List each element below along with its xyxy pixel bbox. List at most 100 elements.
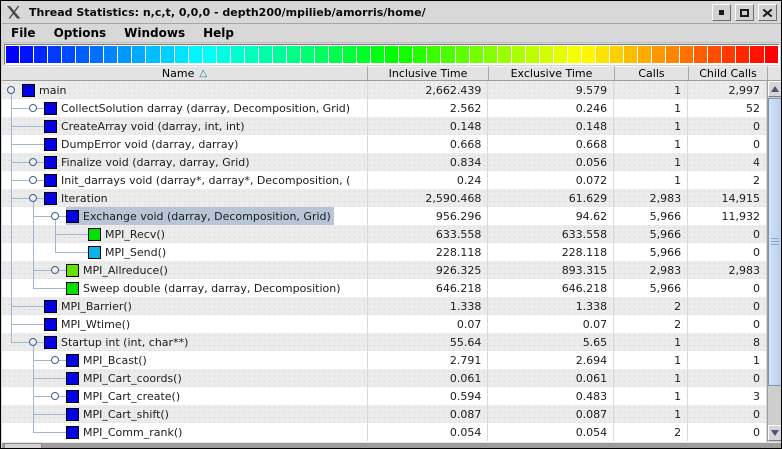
- tree-node[interactable]: main: [22, 81, 69, 99]
- table-row[interactable]: MPI_Recv() 633.558 633.558 5,966 0: [2, 225, 767, 243]
- child-calls-cell: 4: [688, 153, 767, 171]
- scroll-up-button[interactable]: [768, 81, 781, 97]
- tree-expand-handle-icon[interactable]: [51, 392, 59, 400]
- tree-node[interactable]: DumpError void (darray, darray): [44, 135, 241, 153]
- tree-guide-line: [33, 378, 66, 379]
- tree-guide-line: [33, 414, 66, 415]
- gradient-segment: [132, 46, 146, 63]
- table-row[interactable]: CollectSolution darray (darray, Decompos…: [2, 99, 767, 117]
- table-row[interactable]: DumpError void (darray, darray) 0.668 0.66…: [2, 135, 767, 153]
- child-calls-cell: 0: [688, 135, 767, 153]
- tree-expand-handle-icon[interactable]: [29, 104, 37, 112]
- column-header-child-calls[interactable]: Child Calls: [689, 66, 768, 80]
- tree-node[interactable]: Exchange void (darray, Decomposition, Gr…: [66, 207, 334, 225]
- tree-node[interactable]: Init_darrays void (darray*, darray*, Dec…: [44, 171, 353, 189]
- name-cell: Finalize void (darray, darray, Grid): [2, 153, 368, 171]
- tree-node[interactable]: MPI_Cart_shift(): [66, 405, 172, 423]
- horizontal-scrollbar-thumb[interactable]: [4, 443, 42, 448]
- exclusive-time-cell: 633.558: [488, 225, 615, 243]
- horizontal-scrollbar[interactable]: [2, 442, 781, 448]
- gradient-segment: [48, 46, 62, 63]
- calls-cell: 1: [614, 369, 689, 387]
- tree-collapse-handle-icon[interactable]: [51, 212, 59, 220]
- tree-guide-line: [33, 279, 34, 288]
- gradient-segment: [160, 46, 174, 63]
- vertical-scrollbar-thumb[interactable]: [768, 98, 781, 386]
- tree-expand-handle-icon[interactable]: [51, 356, 59, 364]
- function-color-icon: [44, 137, 57, 151]
- table-row[interactable]: MPI_Comm_rank() 0.054 0.054 2 0: [2, 423, 767, 441]
- table-row[interactable]: MPI_Barrier() 1.338 1.338 2 0: [2, 297, 767, 315]
- scroll-down-button[interactable]: [768, 425, 781, 441]
- menu-file[interactable]: File: [11, 26, 36, 40]
- exclusive-time-cell: 0.246: [488, 99, 615, 117]
- column-header-inclusive-time[interactable]: Inclusive Time: [368, 66, 489, 80]
- tree-node[interactable]: MPI_Cart_create(): [66, 387, 183, 405]
- tree-collapse-handle-icon[interactable]: [29, 338, 37, 346]
- table-row[interactable]: Sweep double (darray, darray, Decomposit…: [2, 279, 767, 297]
- sort-ascending-icon: △: [199, 68, 208, 79]
- table-row[interactable]: MPI_Cart_shift() 0.087 0.087 1 0: [2, 405, 767, 423]
- inclusive-time-cell: 0.834: [368, 153, 489, 171]
- table-row[interactable]: main 2,662.439 9.579 1 2,997: [2, 81, 767, 99]
- table-row[interactable]: MPI_Cart_create() 0.594 0.483 1 3: [2, 387, 767, 405]
- menu-windows[interactable]: Windows: [124, 26, 186, 40]
- minimize-button[interactable]: [712, 4, 731, 21]
- column-header-name[interactable]: Name △: [2, 66, 368, 80]
- tree-guide-line: [11, 225, 12, 243]
- tree-node[interactable]: Iteration: [44, 189, 111, 207]
- tree-guide-line: [33, 432, 66, 433]
- window-title: Thread Statistics: n,c,t, 0,0,0 - depth2…: [29, 6, 426, 19]
- name-cell: MPI_Comm_rank(): [2, 423, 368, 441]
- table-row[interactable]: Init_darrays void (darray*, darray*, Dec…: [2, 171, 767, 189]
- table-row[interactable]: MPI_Cart_coords() 0.061 0.061 1 0: [2, 369, 767, 387]
- function-color-icon: [66, 281, 79, 295]
- table-row[interactable]: Finalize void (darray, darray, Grid) 0.83…: [2, 153, 767, 171]
- tree-node[interactable]: MPI_Bcast(): [66, 351, 150, 369]
- tree-node[interactable]: MPI_Comm_rank(): [66, 423, 185, 441]
- table-row[interactable]: MPI_Send() 228.118 228.118 5,966 0: [2, 243, 767, 261]
- tree-node[interactable]: MPI_Allreduce(): [66, 261, 171, 279]
- column-header-calls[interactable]: Calls: [615, 66, 689, 80]
- calls-cell: 1: [614, 171, 689, 189]
- title-bar[interactable]: Thread Statistics: n,c,t, 0,0,0 - depth2…: [2, 2, 781, 24]
- exclusive-time-cell: 0.668: [488, 135, 615, 153]
- tree-collapse-handle-icon[interactable]: [29, 194, 37, 202]
- table-row[interactable]: CreateArray void (darray, int, int) 0.148…: [2, 117, 767, 135]
- tree-guide-line: [55, 219, 56, 225]
- tree-node[interactable]: MPI_Barrier(): [44, 297, 135, 315]
- tree-node[interactable]: Startup int (int, char**): [44, 333, 191, 351]
- tree-guide-line: [33, 423, 34, 432]
- vertical-scrollbar[interactable]: [767, 81, 781, 442]
- tree-node[interactable]: Sweep double (darray, darray, Decomposit…: [66, 279, 344, 297]
- tree-expand-handle-icon[interactable]: [51, 266, 59, 274]
- tree-node[interactable]: MPI_Send(): [88, 243, 169, 261]
- tree-node[interactable]: CreateArray void (darray, int, int): [44, 117, 248, 135]
- maximize-button[interactable]: [735, 4, 754, 21]
- exclusive-time-cell: 0.061: [488, 369, 615, 387]
- table-row[interactable]: MPI_Allreduce() 926.325 893.315 2,983 2,983: [2, 261, 767, 279]
- tree-node[interactable]: MPI_Wtime(): [44, 315, 133, 333]
- table-row[interactable]: MPI_Bcast() 2.791 2.694 1 1: [2, 351, 767, 369]
- tree-node[interactable]: MPI_Cart_coords(): [66, 369, 185, 387]
- gradient-segment: [666, 46, 680, 63]
- close-button[interactable]: [758, 4, 777, 21]
- menu-help[interactable]: Help: [203, 26, 234, 40]
- tree-expand-handle-icon[interactable]: [29, 176, 37, 184]
- tree-node[interactable]: CollectSolution darray (darray, Decompos…: [44, 99, 353, 117]
- table-row[interactable]: MPI_Wtime() 0.07 0.07 2 0: [2, 315, 767, 333]
- table-row[interactable]: Iteration 2,590.468 61.629 2,983 14,915: [2, 189, 767, 207]
- tree-collapse-handle-icon[interactable]: [7, 86, 15, 94]
- name-cell: MPI_Bcast(): [2, 351, 368, 369]
- table-row[interactable]: Startup int (int, char**) 55.64 5.65 1 8: [2, 333, 767, 351]
- column-header-exclusive-time[interactable]: Exclusive Time: [489, 66, 615, 80]
- tree-node[interactable]: MPI_Recv(): [88, 225, 168, 243]
- table-row[interactable]: Exchange void (darray, Decomposition, Gr…: [2, 207, 767, 225]
- gradient-segment: [34, 46, 48, 63]
- gradient-segment: [315, 46, 329, 63]
- tree-expand-handle-icon[interactable]: [29, 158, 37, 166]
- gradient-segment: [413, 46, 427, 63]
- tree-node[interactable]: Finalize void (darray, darray, Grid): [44, 153, 253, 171]
- menu-options[interactable]: Options: [53, 26, 107, 40]
- function-color-icon: [44, 101, 57, 115]
